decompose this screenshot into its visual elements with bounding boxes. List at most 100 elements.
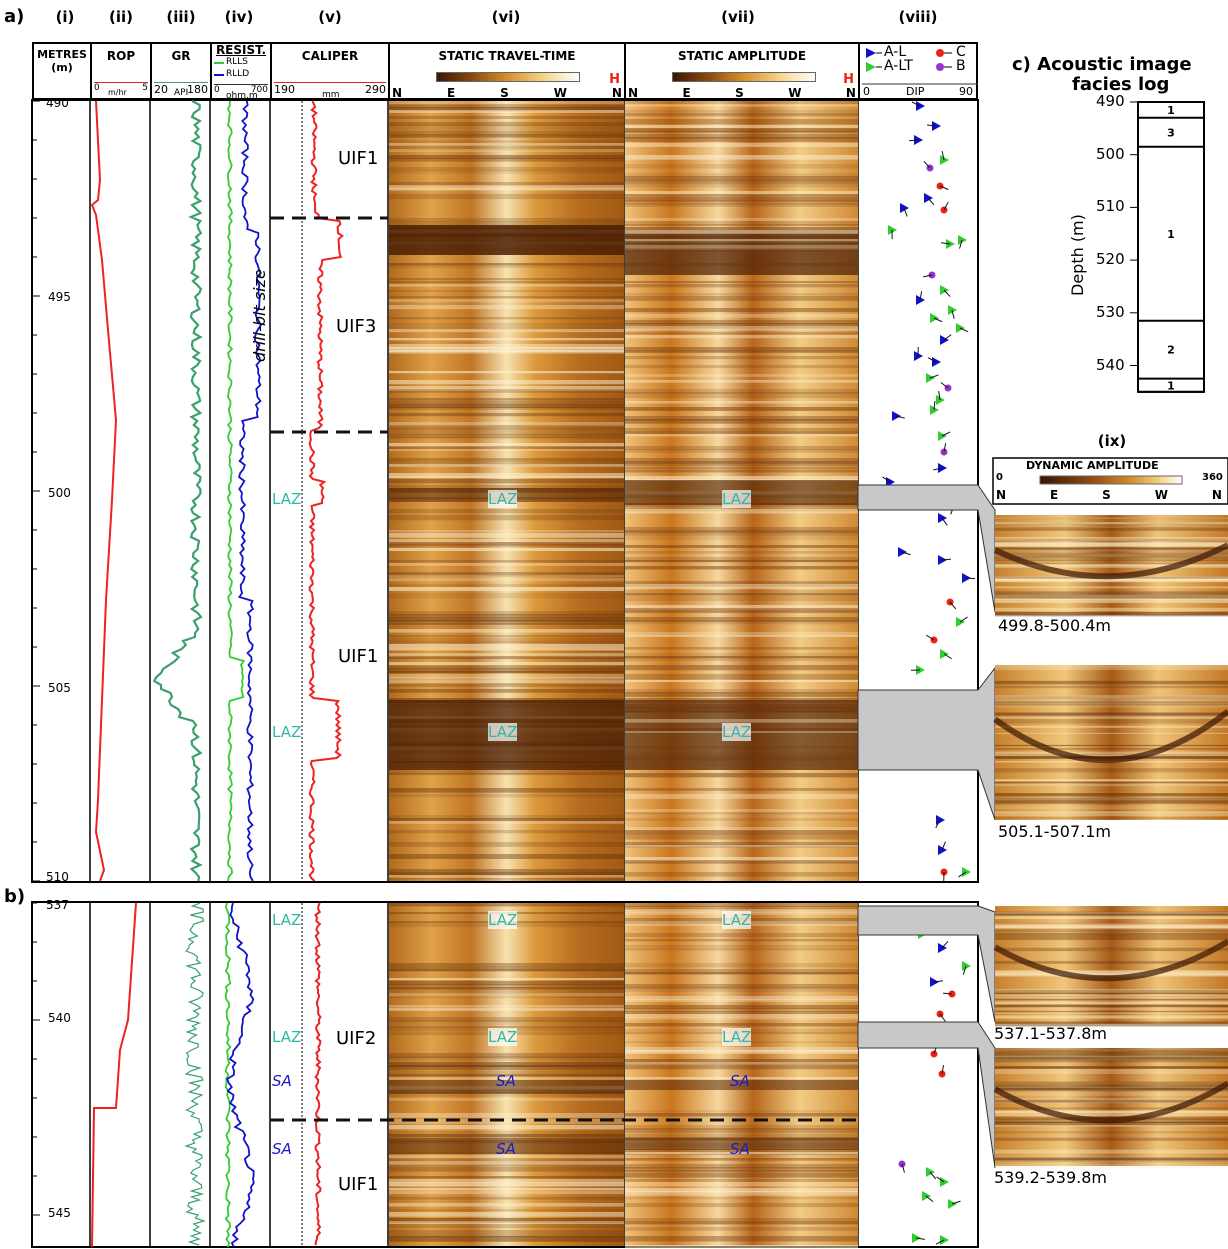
gr-curve-b [184,902,206,1246]
image-band [625,233,858,239]
dynamic-texture-band [995,718,1228,724]
image-band [625,969,858,975]
facies-log: 1 3 1 2 1 [1130,101,1205,393]
dynamic-texture-band [995,798,1228,800]
dynamic-texture-band [995,1154,1228,1160]
image-band [389,122,624,126]
travel-time-colorbar [436,72,580,82]
image-band [389,1005,624,1008]
image-band [625,903,858,907]
image-band [625,416,858,421]
tadpole-tail [927,197,935,206]
tadpole-tail [959,239,963,249]
image-band [625,395,858,399]
laz-dark-band [625,230,858,275]
image-band [625,1218,858,1224]
image-band [625,1125,858,1131]
dynamic-texture-band [995,744,1228,747]
dynamic-texture-band [995,548,1228,551]
sa-label-tt-1: SA [496,1072,516,1090]
image-band [625,692,858,697]
image-band [389,653,624,658]
dynamic-texture-band [995,607,1228,612]
tadpole-tail [938,391,941,401]
tadpole-tail [926,634,935,641]
image-band [625,326,858,331]
image-band [625,470,858,473]
tadpole-tail [908,139,919,142]
image-band [389,854,624,860]
dynamic-texture-band [995,579,1228,583]
image-band [389,1134,624,1138]
image-band [389,1008,624,1011]
image-band [625,945,858,948]
image-band [625,1167,858,1172]
image-band [625,1221,858,1225]
image-band [625,857,858,862]
image-band [389,996,624,999]
dynamic-texture-band [995,912,1228,914]
facies-ylabel: Depth (m) [1068,214,1087,296]
image-band [625,584,858,589]
dynamic-texture-band [995,552,1228,558]
dynamic-texture-band [995,811,1228,817]
tadpole-tail [943,201,949,211]
dynamic-texture-band [995,1067,1228,1069]
image-band [625,608,858,613]
image-band [389,638,624,642]
image-band [389,641,624,644]
image-band [389,344,624,349]
sa-dark-band [625,1080,858,1090]
image-band [389,689,624,693]
image-band [625,182,858,188]
image-band [389,842,624,847]
image-band [389,1203,624,1207]
image-band [625,755,858,761]
image-band [625,155,858,160]
image-band [389,263,624,266]
dynamic-texture-band [995,923,1228,928]
caliper-curve-b [314,902,322,1246]
dynamic-texture-band [995,1114,1228,1116]
az-n1: N [996,488,1007,502]
dynamic-texture-band [995,754,1228,759]
rop-scale-line [94,82,148,83]
tadpole-tail [940,382,949,389]
dynamic-texture-band [995,1053,1228,1059]
image-band [389,1074,624,1077]
image-band [389,875,624,878]
image-band [389,683,624,687]
image-band [389,146,624,152]
dynamic-texture-band [995,1081,1228,1087]
image-band [625,110,858,113]
image-band [625,707,858,713]
gr-scale-line [154,82,208,83]
image-band [625,1245,858,1249]
image-band [625,194,858,197]
image-band [389,635,624,638]
image-band [625,197,858,202]
resist-header: RESIST. RLLS RLLD 0 700 ohm.m [210,42,272,101]
image-band [389,629,624,633]
image-band [389,323,624,326]
image-band [625,200,858,205]
image-band [389,626,624,630]
dynamic-texture-band [995,914,1228,917]
image-band [389,788,624,793]
gr-scale-min: 20 [154,83,168,96]
dynamic-texture-band [995,695,1228,700]
dynamic-texture-band [995,591,1228,596]
image-band [389,990,624,996]
zone-label-uif1-bottom: UIF1 [338,1174,379,1195]
az-e: E [446,86,456,100]
dynamic-texture-band [995,970,1228,975]
image-band [389,221,624,226]
depth-label-500: 500 [48,486,71,500]
caliper-header-title: CALIPER [301,49,359,63]
dynamic-texture-band [995,715,1228,720]
dynamic-texture-band [995,949,1228,951]
image-band [625,101,858,105]
image-band [389,1092,624,1097]
image-band [625,948,858,951]
image-band [389,329,624,333]
